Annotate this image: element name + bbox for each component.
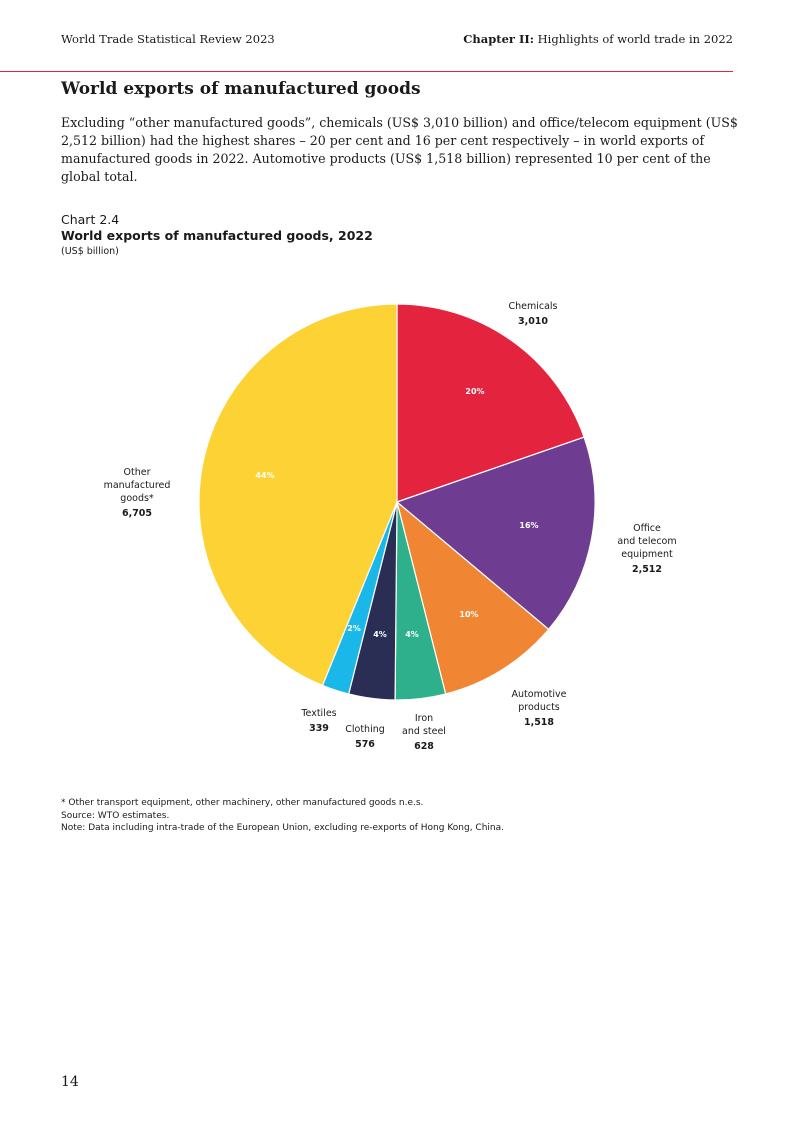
data-note: Note: Data including intra-trade of the … [61,823,505,833]
header-rule [0,71,733,72]
slice-percent-label: 4% [373,630,387,639]
category-value: 1,518 [524,717,554,728]
chart-title: World exports of manufactured goods, 202… [61,228,373,243]
pie-slice [396,303,585,503]
pie-slice [395,436,596,631]
footnote: * Other transport equipment, other machi… [61,798,424,808]
chart-notes: * Other transport equipment, other machi… [61,797,504,835]
category-value: 339 [309,723,329,734]
category-label: products [518,702,560,713]
category-label: goods* [120,493,154,504]
chapter-label: Chapter II: [463,32,534,46]
category-label: Office [633,523,661,534]
slice-percent-label: 16% [519,521,538,530]
category-label: manufactured [104,480,171,491]
category-label: equipment [621,549,673,560]
chart-unit: (US$ billion) [61,246,119,257]
category-label: and telecom [617,536,676,547]
category-label: and steel [402,726,446,737]
category-value: 628 [414,741,434,752]
category-label: Iron [415,713,433,724]
chart-number: Chart 2.4 [61,212,120,227]
running-header-right: Chapter II: Highlights of world trade in… [463,32,733,46]
chapter-title: Highlights of world trade in 2022 [533,32,733,46]
category-label: Other [124,467,151,478]
pie-chart: 20% Chemicals 3,010 16% Office and telecom equ… [104,301,677,752]
slice-percent-label: 44% [255,471,274,480]
category-label: Automotive [512,689,567,700]
category-value: 3,010 [518,316,548,327]
slice-percent-label: 20% [465,387,484,396]
category-label: Chemicals [508,301,557,312]
lead-paragraph: Excluding “other manufactured goods”, ch… [61,115,738,184]
category-value: 2,512 [632,564,662,575]
source-note: Source: WTO estimates. [61,810,170,821]
category-label: Textiles [300,708,336,719]
slice-percent-label: 2% [347,624,361,633]
category-label: Clothing [345,724,385,735]
category-value: 6,705 [122,508,152,519]
page-number: 14 [61,1074,79,1090]
running-header-left: World Trade Statistical Review 2023 [61,32,275,46]
category-value: 576 [355,739,375,750]
pie-slice [395,500,550,695]
pie-slice [198,303,398,687]
section-title: World exports of manufactured goods [61,79,421,99]
slice-percent-label: 10% [459,610,478,619]
slice-percent-label: 4% [405,630,419,639]
